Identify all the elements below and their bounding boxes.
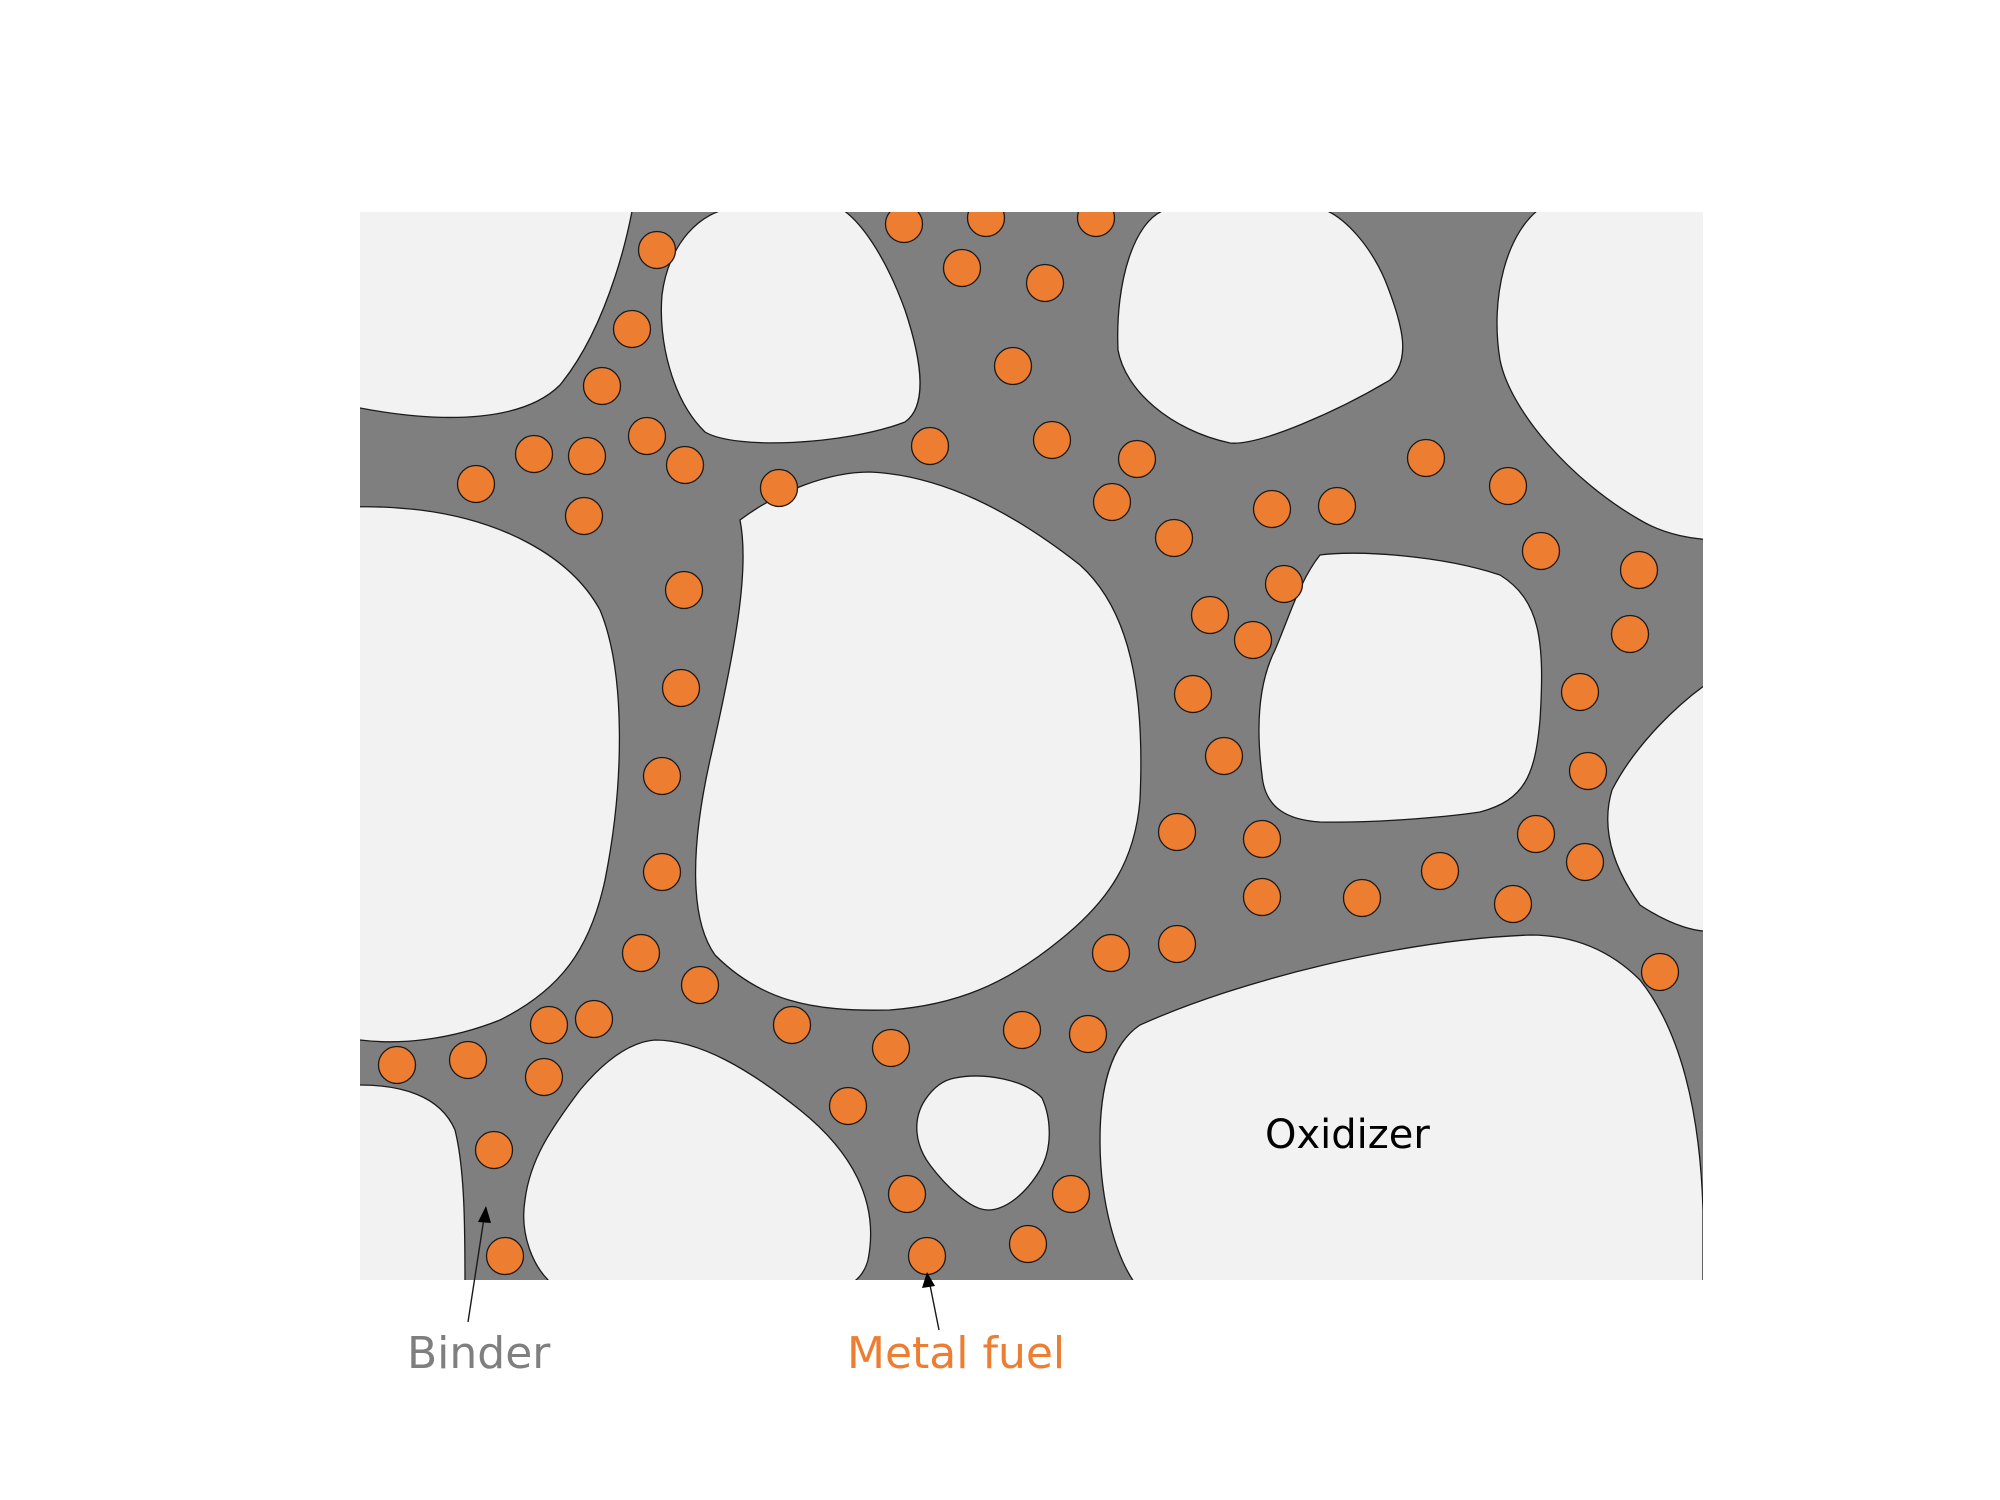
oxidizer-grain: [523, 1039, 872, 1280]
metal-fuel-particle: [567, 436, 607, 476]
metal-fuel-particle: [1568, 751, 1608, 791]
metal-fuel-particle: [1565, 842, 1605, 882]
metal-fuel-label: Metal fuel: [847, 1328, 1065, 1379]
oxidizer-grain: [360, 212, 633, 419]
metal-fuel-particle: [564, 496, 604, 536]
oxidizer-grain: [1258, 552, 1543, 823]
metal-fuel-particle: [1560, 672, 1600, 712]
metal-fuel-particle: [1008, 1224, 1048, 1264]
metal-fuel-particle: [1516, 814, 1556, 854]
metal-fuel-particle: [661, 668, 701, 708]
metal-fuel-particle: [1157, 924, 1197, 964]
oxidizer-label: Oxidizer: [1265, 1112, 1430, 1158]
metal-fuel-particle: [1068, 1014, 1108, 1054]
metal-fuel-particle: [1092, 482, 1132, 522]
oxidizer-grains: [360, 212, 1703, 1280]
metal-fuel-particle: [1204, 736, 1244, 776]
metal-fuel-particle: [1117, 439, 1157, 479]
metal-fuel-particle: [1076, 212, 1116, 238]
binder-callout: [467, 1206, 491, 1323]
metal-fuel-particle: [514, 434, 554, 474]
metal-fuel-particle: [680, 965, 720, 1005]
binder-label: Binder: [407, 1328, 551, 1379]
metal-fuel-particle: [1233, 620, 1273, 660]
metal-fuel-particle: [942, 248, 982, 288]
oxidizer-grain: [1117, 212, 1404, 444]
oxidizer-grain: [1607, 685, 1703, 932]
metal-fuel-particle: [1242, 819, 1282, 859]
binder-callout-line: [467, 1217, 485, 1323]
metal-fuel-particle: [456, 464, 496, 504]
metal-fuel-particle: [1640, 952, 1680, 992]
metal-fuel-particle: [1032, 420, 1072, 460]
metal-fuel-particle: [665, 445, 705, 485]
metal-fuel-particle: [1173, 674, 1213, 714]
metal-fuel-particle: [1264, 564, 1304, 604]
oxidizer-grain: [1496, 212, 1703, 540]
oxidizer-grain: [360, 506, 621, 1043]
metal-fuel-particle: [621, 933, 661, 973]
metal-fuel-particle: [1619, 550, 1659, 590]
metal-fuel-particle: [1091, 933, 1131, 973]
metal-fuel-particle: [993, 346, 1033, 386]
metal-fuel-particle: [1190, 595, 1230, 635]
metal-fuel-particle: [759, 468, 799, 508]
oxidizer-grain: [360, 1084, 466, 1280]
metal-fuel-particle: [524, 1057, 564, 1097]
metal-fuel-particle: [907, 1236, 947, 1276]
metal-fuel-particle: [642, 756, 682, 796]
metal-fuel-particle: [448, 1040, 488, 1080]
metal-fuel-particle: [871, 1028, 911, 1068]
metal-fuel-callout-line: [929, 1284, 940, 1331]
metal-fuel-particle: [884, 212, 924, 244]
metal-fuel-particle: [772, 1005, 812, 1045]
metal-fuel-particles: [377, 212, 1680, 1276]
metal-fuel-particle: [1157, 812, 1197, 852]
metal-fuel-particle: [377, 1045, 417, 1085]
metal-fuel-particle: [627, 416, 667, 456]
oxidizer-grain: [694, 471, 1142, 1011]
metal-fuel-particle: [1406, 438, 1446, 478]
metal-fuel-particle: [1317, 486, 1357, 526]
oxidizer-grain: [916, 1075, 1050, 1211]
metal-fuel-particle: [1420, 851, 1460, 891]
metal-fuel-particle: [1154, 518, 1194, 558]
oxidizer-grain: [660, 212, 921, 444]
metal-fuel-particle: [474, 1130, 514, 1170]
metal-fuel-particle: [1342, 878, 1382, 918]
metal-fuel-particle: [1488, 466, 1528, 506]
metal-fuel-particle: [1521, 531, 1561, 571]
metal-fuel-particle: [1252, 489, 1292, 529]
metal-fuel-particle: [1051, 1174, 1091, 1214]
metal-fuel-arrow-head: [922, 1272, 935, 1288]
binder-arrow-head: [478, 1206, 491, 1223]
metal-fuel-particle: [1025, 263, 1065, 303]
metal-fuel-particle: [1610, 614, 1650, 654]
metal-fuel-particle: [966, 212, 1006, 238]
metal-fuel-particle: [828, 1086, 868, 1126]
metal-fuel-particle: [887, 1174, 927, 1214]
metal-fuel-particle: [1493, 884, 1533, 924]
metal-fuel-callout: [922, 1272, 940, 1331]
metal-fuel-particle: [582, 366, 622, 406]
metal-fuel-particle: [664, 570, 704, 610]
metal-fuel-particle: [642, 852, 682, 892]
metal-fuel-particle: [612, 309, 652, 349]
metal-fuel-particle: [529, 1005, 569, 1045]
metal-fuel-particle: [1002, 1010, 1042, 1050]
metal-fuel-particle: [485, 1236, 525, 1276]
metal-fuel-particle: [910, 426, 950, 466]
metal-fuel-particle: [637, 230, 677, 270]
metal-fuel-particle: [574, 999, 614, 1039]
metal-fuel-particle: [1242, 877, 1282, 917]
oxidizer-grain: [1099, 934, 1703, 1280]
